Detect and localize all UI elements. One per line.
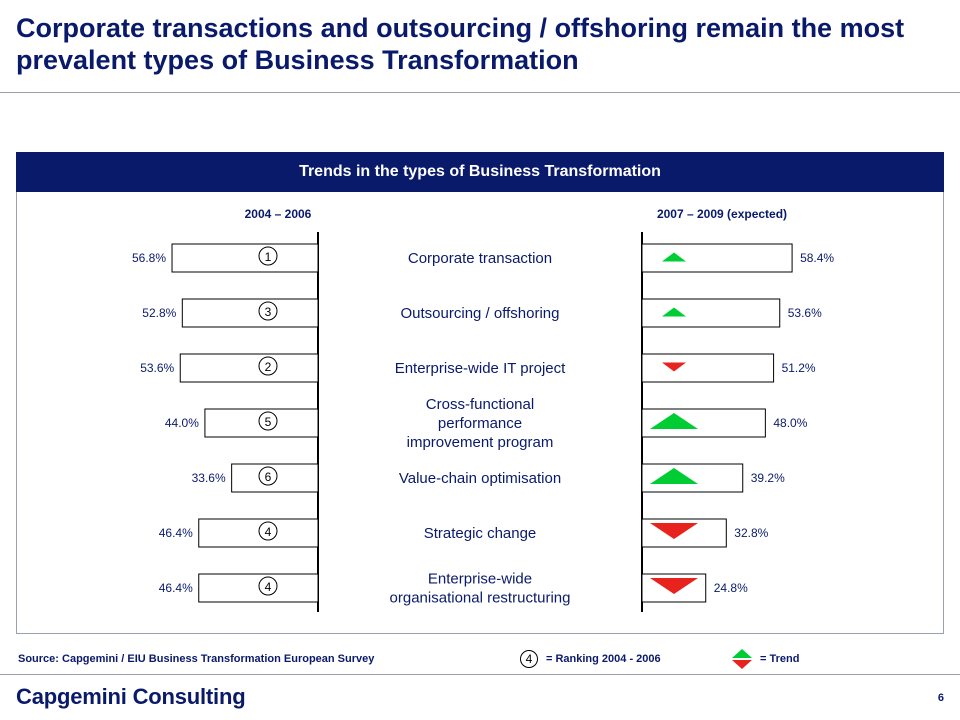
category-label: improvement program [407,434,554,451]
trend-legend-icon [732,649,752,669]
value-label-2007-2009: 53.6% [788,306,822,320]
ranking-number: 4 [265,580,272,594]
value-label-2004-2006: 56.8% [132,251,166,265]
ranking-circle [258,246,278,266]
ranking-number: 3 [265,305,272,319]
source-note: Source: Capgemini / EIU Business Transfo… [18,653,375,665]
bar-2004-2006 [181,298,319,328]
ranking-number: 4 [265,525,272,539]
company-logo: Capgemini Consulting [16,684,246,709]
category-label: Enterprise-wide IT project [395,360,566,377]
footer-divider [0,674,960,675]
ranking-circle [258,356,278,376]
value-label-2004-2006: 33.6% [192,471,226,485]
trend-up-arrow [650,413,698,429]
value-label-2007-2009: 24.8% [714,581,748,595]
value-label-2004-2006: 53.6% [140,361,174,375]
trend-up-arrow [650,468,698,484]
legend-trend-text: = Trend [760,653,800,665]
series-header-2004-2006: 2004 – 2006 [245,207,312,221]
category-label: Outsourcing / offshoring [401,305,560,322]
trend-down-arrow [650,578,698,594]
ranking-circle [258,521,278,541]
bar-2007-2009 [641,353,775,383]
value-label-2007-2009: 48.0% [773,416,807,430]
legend-ranking-circle: 4 [520,650,538,668]
value-label-2004-2006: 46.4% [159,526,193,540]
category-label: performance [438,415,522,432]
category-label: Value-chain optimisation [399,470,561,487]
category-label: organisational restructuring [390,590,571,607]
title-divider [0,92,960,93]
ranking-number: 2 [265,360,272,374]
trend-up-arrow [662,307,686,317]
legend-ranking-text: = Ranking 2004 - 2006 [546,653,661,665]
category-label: Corporate transaction [408,250,552,267]
category-label: Strategic change [424,525,537,542]
ranking-number: 1 [265,250,272,264]
value-label-2004-2006: 52.8% [142,306,176,320]
ranking-circle [258,466,278,486]
value-label-2004-2006: 44.0% [165,416,199,430]
bar-2004-2006 [198,518,319,548]
value-label-2004-2006: 46.4% [159,581,193,595]
bar-2007-2009 [641,243,793,273]
series-header-2007-2009: 2007 – 2009 (expected) [657,207,787,221]
page-number: 6 [937,692,944,704]
value-label-2007-2009: 51.2% [782,361,816,375]
panel-title: Trends in the types of Business Transfor… [16,152,944,192]
ranking-number: 5 [265,415,272,429]
ranking-circle [258,301,278,321]
ranking-circle [258,411,278,431]
page-title: Corporate transactions and outsourcing /… [16,13,905,75]
bar-2007-2009 [641,298,781,328]
trend-up-arrow [662,252,686,262]
ranking-number: 6 [265,470,272,484]
trend-down-arrow [650,523,698,539]
category-label: Enterprise-wide [428,571,532,588]
chart-panel [16,152,944,634]
bar-2004-2006 [198,573,319,603]
bar-2007-2009 [641,463,744,493]
ranking-circle [258,576,278,596]
trend-down-arrow [662,362,686,372]
bar-2004-2006 [179,353,319,383]
value-label-2007-2009: 32.8% [734,526,768,540]
value-label-2007-2009: 58.4% [800,251,834,265]
bar-2004-2006 [171,243,319,273]
category-label: Cross-functional [426,396,534,413]
value-label-2007-2009: 39.2% [751,471,785,485]
